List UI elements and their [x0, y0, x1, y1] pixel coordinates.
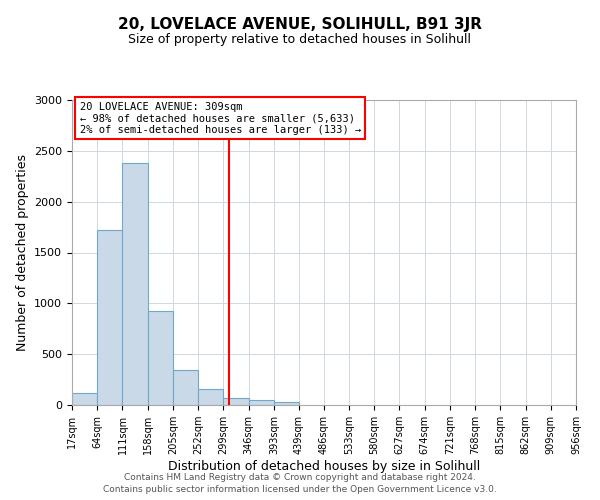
- Bar: [72, 393, 97, 405]
- Bar: [173, 370, 198, 405]
- Bar: [274, 402, 299, 405]
- Text: 20 LOVELACE AVENUE: 309sqm
← 98% of detached houses are smaller (5,633)
2% of se: 20 LOVELACE AVENUE: 309sqm ← 98% of deta…: [80, 102, 361, 134]
- Bar: [122, 163, 148, 405]
- Bar: [97, 230, 122, 405]
- Bar: [198, 389, 223, 405]
- Text: Contains public sector information licensed under the Open Government Licence v3: Contains public sector information licen…: [103, 485, 497, 494]
- Text: Size of property relative to detached houses in Solihull: Size of property relative to detached ho…: [128, 32, 472, 46]
- Y-axis label: Number of detached properties: Number of detached properties: [16, 154, 29, 351]
- Text: Contains HM Land Registry data © Crown copyright and database right 2024.: Contains HM Land Registry data © Crown c…: [124, 472, 476, 482]
- X-axis label: Distribution of detached houses by size in Solihull: Distribution of detached houses by size …: [168, 460, 480, 473]
- Text: 20, LOVELACE AVENUE, SOLIHULL, B91 3JR: 20, LOVELACE AVENUE, SOLIHULL, B91 3JR: [118, 18, 482, 32]
- Bar: [223, 398, 248, 405]
- Bar: [148, 312, 173, 405]
- Bar: [248, 400, 274, 405]
